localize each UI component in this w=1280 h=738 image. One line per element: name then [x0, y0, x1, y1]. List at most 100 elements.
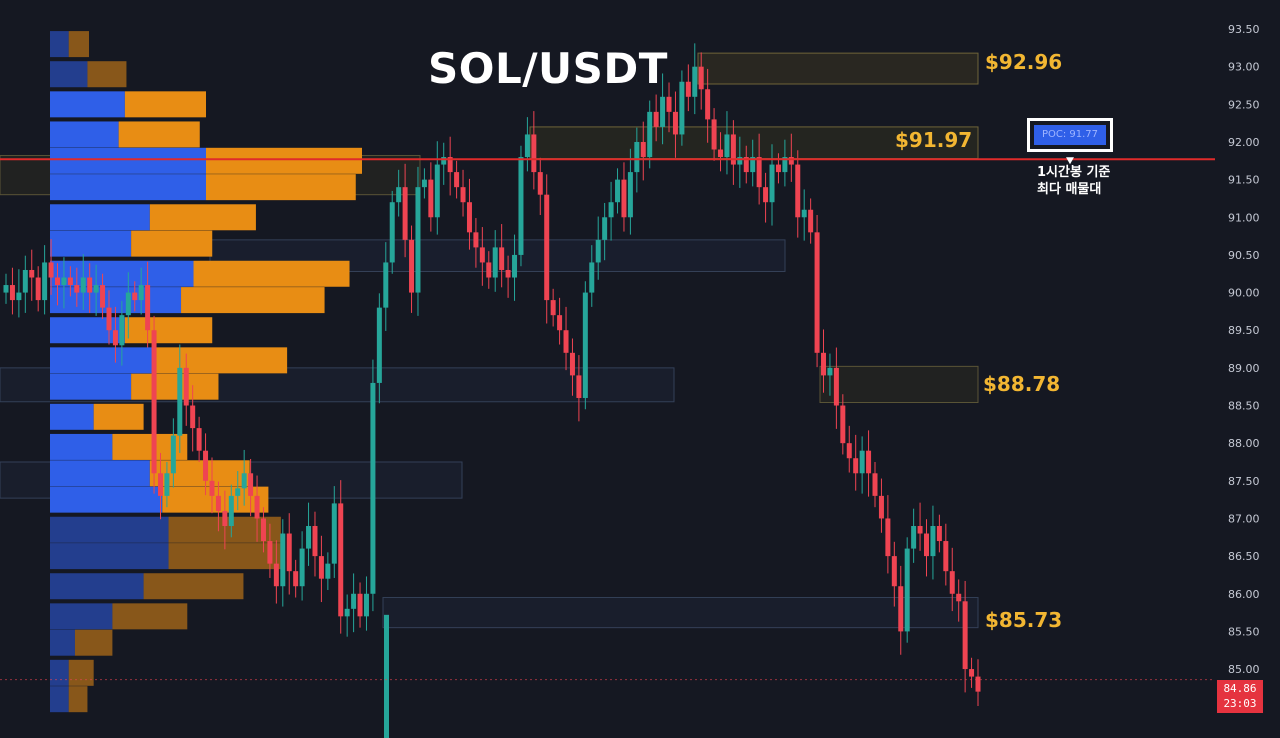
candle-body [640, 141, 646, 158]
candle-body [454, 172, 460, 188]
candle-body [164, 473, 170, 496]
candle-body [447, 157, 453, 173]
candle-body [595, 239, 601, 263]
candle-body [196, 428, 202, 451]
candle-body [460, 187, 466, 203]
candle-body [505, 269, 511, 278]
candle-body [589, 262, 595, 293]
candle-body [325, 563, 331, 579]
candle-body [518, 157, 524, 255]
candle-body [866, 450, 872, 474]
volume-profile-bar-buy [50, 121, 119, 148]
candle-body [660, 96, 666, 127]
volume-profile-bar-sell [124, 317, 213, 344]
candle-body [409, 239, 415, 293]
y-tick-label: 93.00 [1228, 61, 1260, 74]
candle-body [402, 187, 408, 240]
candle-body [3, 285, 9, 293]
candle-body [203, 450, 209, 481]
candle-body [35, 277, 41, 301]
volume-profile-bar-sell [156, 347, 288, 374]
candle-body [376, 307, 382, 383]
candle-body [730, 134, 736, 165]
volume-profile-bar-sell [131, 230, 213, 257]
candle-body [576, 375, 582, 398]
candle-body [338, 503, 344, 617]
volume-profile-bar-sell [193, 260, 350, 287]
volume-profile-bar-buy [50, 147, 206, 174]
candle-body [943, 541, 949, 572]
candle-body [396, 187, 402, 203]
volume-profile-bar-buy [50, 516, 169, 543]
candle-body [441, 157, 447, 165]
candle-body [363, 593, 369, 617]
candle-body [492, 247, 498, 278]
y-tick-label: 86.00 [1228, 588, 1260, 601]
candle-body [775, 164, 781, 173]
level-label-92-96: $92.96 [985, 50, 1063, 74]
volume-profile-bar-buy [50, 629, 75, 656]
candle-body [145, 285, 151, 331]
volume-profile-bar-sell [112, 433, 188, 460]
candle-body [878, 495, 884, 519]
candle-body [344, 608, 350, 617]
candle-body [421, 179, 427, 188]
candle-body [299, 548, 305, 587]
volume-profile-bar-buy [50, 603, 113, 630]
candle-body [306, 525, 312, 549]
candle-body [924, 533, 930, 557]
zone-7 [382, 597, 979, 629]
zone-5 [819, 365, 979, 404]
y-tick-label: 88.00 [1228, 437, 1260, 450]
y-tick-label: 89.50 [1228, 324, 1260, 337]
y-tick-label: 88.50 [1228, 400, 1260, 413]
volume-profile-bar-buy [50, 230, 132, 257]
candle-body [415, 187, 421, 293]
candle-body [383, 262, 389, 308]
candle-body [859, 450, 865, 474]
candle-body [763, 187, 769, 203]
candle-body [615, 179, 621, 203]
candle-body [428, 179, 434, 218]
candle-body [750, 157, 756, 173]
candle-body [711, 119, 717, 150]
candle-body [100, 285, 106, 308]
candle-body [112, 330, 118, 346]
candle-body [705, 89, 711, 120]
candle-body [260, 518, 266, 542]
level-label-85-73: $85.73 [985, 608, 1063, 632]
volume-profile-bar-sell [87, 61, 127, 88]
volume-profile-bar-sell [181, 287, 325, 314]
volume-profile-bar-sell [124, 91, 206, 118]
candle-body [544, 194, 550, 301]
volume-profile-bar-buy [50, 260, 194, 287]
y-tick-label: 87.50 [1228, 475, 1260, 488]
volume-profile-bar-buy [50, 347, 157, 374]
candle-body [821, 352, 827, 376]
candle-body [151, 330, 157, 474]
candle-body [473, 232, 479, 248]
volume-profile-bar-sell [206, 147, 362, 174]
candle-body [885, 518, 891, 557]
candle-body [157, 473, 163, 496]
poc-note-line1: 1시간봉 기준 [1037, 165, 1111, 180]
candle-body [898, 586, 904, 632]
candle-body [132, 292, 138, 301]
candle-body [853, 458, 859, 474]
chart-title: SOL/USDT [428, 44, 668, 93]
volume-profile-bar-buy [50, 433, 113, 460]
candle-body [466, 202, 472, 233]
candle-body [499, 247, 505, 270]
candle-body [936, 525, 942, 542]
y-tick-label: 89.00 [1228, 362, 1260, 375]
volume-profile-bar-buy [50, 91, 125, 118]
candle-body [782, 157, 788, 173]
candle-body [808, 209, 814, 233]
y-tick-label: 92.50 [1228, 98, 1260, 111]
candle-body [743, 157, 749, 173]
zone-1 [529, 126, 979, 160]
candle-body [190, 405, 196, 429]
candle-body [685, 81, 691, 97]
